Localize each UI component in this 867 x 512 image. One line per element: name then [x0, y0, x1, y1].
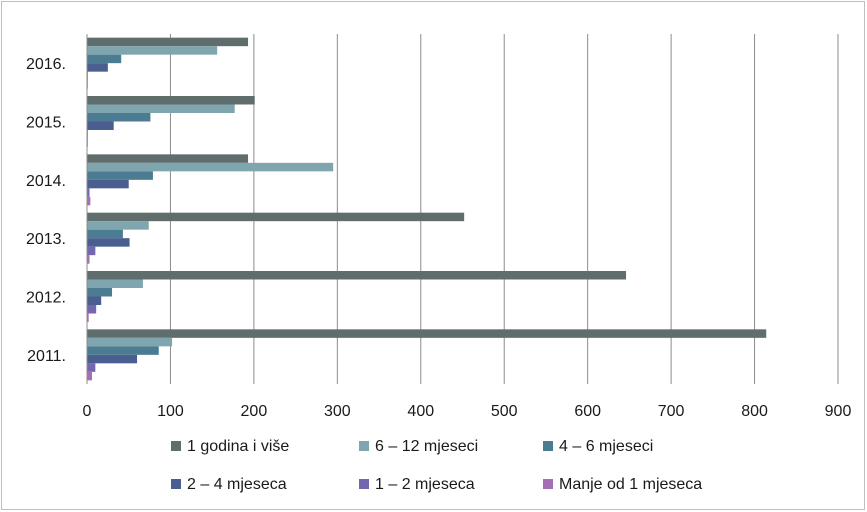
bar — [87, 221, 149, 230]
bar — [87, 238, 130, 247]
bar — [87, 363, 96, 372]
x-tick-label: 700 — [658, 403, 685, 420]
bar — [87, 54, 122, 64]
bar — [87, 179, 129, 189]
bar — [87, 371, 93, 381]
bar — [87, 271, 627, 280]
category-label: 2012. — [26, 290, 66, 307]
category-label: 2014. — [26, 173, 66, 190]
bar — [87, 37, 249, 47]
legend: 1 godina i više 6 – 12 mjeseci 4 – 6 mjese… — [171, 438, 702, 493]
legend-label: 4 – 6 mjeseci — [559, 438, 653, 455]
bar — [87, 279, 143, 288]
bar — [87, 296, 102, 305]
bar — [87, 63, 108, 72]
bar — [87, 354, 138, 364]
gridlines — [169, 34, 839, 384]
bar — [87, 96, 255, 105]
x-tick-labels: 0 100 200 300 400 500 600 700 800 900 — [83, 403, 852, 420]
bar — [87, 46, 218, 55]
x-tick-label: 100 — [157, 403, 184, 420]
bar — [87, 255, 90, 264]
bar — [87, 154, 249, 163]
bar — [87, 188, 90, 197]
x-tick-label: 600 — [574, 403, 601, 420]
bar — [87, 113, 151, 122]
x-tick-label: 900 — [825, 403, 852, 420]
legend-swatch — [171, 441, 181, 451]
bar — [87, 212, 465, 222]
legend-swatch — [543, 441, 553, 451]
bars — [87, 37, 767, 381]
bar — [87, 337, 173, 347]
legend-label: 1 – 2 mjeseca — [375, 476, 475, 493]
bar — [87, 196, 91, 206]
bar — [87, 162, 334, 172]
bar — [87, 329, 767, 338]
bar — [87, 313, 89, 322]
bar — [87, 104, 235, 113]
bar — [87, 346, 159, 355]
x-tick-label: 200 — [241, 403, 268, 420]
bar — [87, 305, 97, 314]
bar — [87, 171, 153, 180]
legend-swatch — [543, 479, 553, 489]
bar — [87, 246, 96, 256]
legend-swatch — [359, 441, 369, 451]
x-tick-label: 300 — [324, 403, 351, 420]
legend-swatch — [359, 479, 369, 489]
legend-swatch — [171, 479, 181, 489]
legend-label: 2 – 4 mjeseca — [187, 476, 287, 493]
bar — [87, 288, 113, 297]
category-label: 2016. — [26, 56, 66, 73]
bar — [87, 121, 114, 130]
category-label: 2011. — [27, 348, 66, 365]
category-label: 2013. — [26, 231, 66, 248]
x-tick-label: 0 — [83, 403, 92, 420]
x-tick-label: 400 — [407, 403, 434, 420]
legend-label: 1 godina i više — [187, 438, 289, 455]
legend-label: 6 – 12 mjeseci — [375, 438, 478, 455]
legend-label: Manje od 1 mjeseca — [559, 476, 702, 493]
bar — [87, 229, 123, 239]
x-tick-label: 500 — [491, 403, 518, 420]
x-tick-label: 800 — [741, 403, 768, 420]
category-labels: 2016. 2015. 2014. 2013. 2012. 2011. — [26, 56, 66, 365]
category-label: 2015. — [26, 115, 66, 132]
